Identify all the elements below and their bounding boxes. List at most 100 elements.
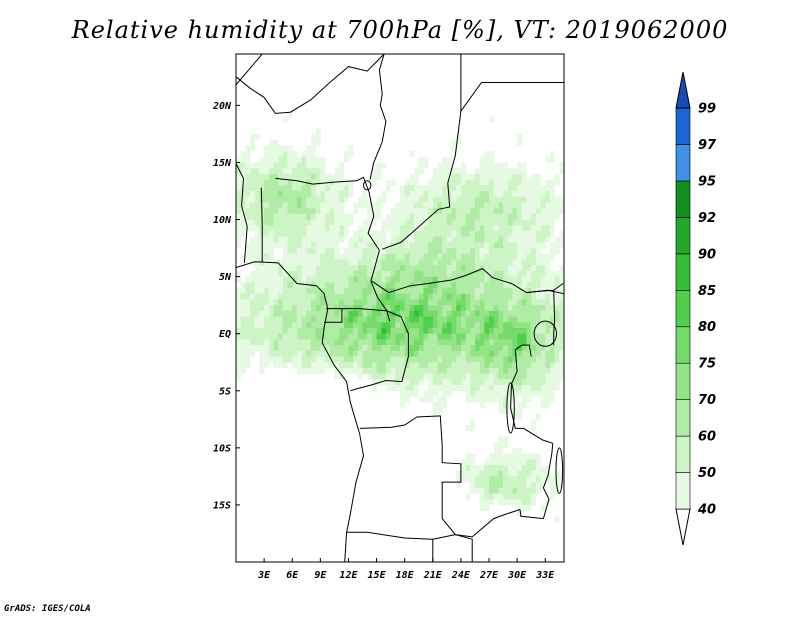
- humidity-cell: [353, 367, 359, 374]
- humidity-cell: [273, 345, 279, 352]
- humidity-cell: [357, 293, 363, 300]
- humidity-cell: [446, 316, 452, 323]
- humidity-cell: [259, 156, 265, 163]
- humidity-cell: [418, 225, 424, 232]
- humidity-cell: [282, 316, 288, 323]
- humidity-cell: [296, 179, 302, 186]
- humidity-cell: [343, 356, 349, 363]
- humidity-cell: [315, 213, 321, 220]
- humidity-cell: [507, 242, 513, 249]
- humidity-cell: [474, 345, 480, 352]
- humidity-cell: [521, 362, 527, 369]
- humidity-cell: [292, 356, 298, 363]
- humidity-cell: [320, 288, 326, 295]
- humidity-cell: [442, 345, 448, 352]
- humidity-cell: [446, 213, 452, 220]
- humidity-cell: [489, 396, 495, 403]
- colorbar-label: 95: [698, 174, 716, 189]
- humidity-cell: [479, 476, 485, 483]
- humidity-cell: [460, 270, 466, 277]
- humidity-cell: [315, 299, 321, 306]
- humidity-cell: [554, 316, 560, 323]
- humidity-cell: [423, 367, 429, 374]
- humidity-cell: [236, 373, 241, 380]
- humidity-cell: [460, 470, 466, 477]
- boundary-line: [510, 349, 553, 444]
- humidity-cell: [287, 327, 293, 334]
- humidity-cell: [400, 333, 405, 340]
- humidity-cell: [428, 293, 434, 300]
- humidity-cell: [531, 190, 537, 197]
- humidity-cell: [390, 270, 396, 277]
- humidity-cell: [512, 356, 518, 363]
- humidity-cell: [301, 219, 307, 226]
- humidity-cell: [470, 459, 476, 466]
- humidity-cell: [549, 356, 555, 363]
- humidity-cell: [535, 230, 541, 237]
- humidity-cell: [489, 236, 495, 243]
- humidity-cell: [489, 367, 495, 374]
- humidity-cell: [371, 208, 377, 215]
- humidity-cell: [367, 345, 373, 352]
- humidity-cell: [268, 196, 274, 203]
- humidity-cell: [357, 276, 363, 283]
- humidity-cell: [395, 339, 401, 346]
- humidity-cell: [254, 339, 260, 346]
- humidity-cell: [310, 362, 316, 369]
- humidity-cell: [446, 339, 452, 346]
- humidity-cell: [367, 288, 373, 295]
- humidity-cell: [409, 173, 415, 180]
- humidity-cell: [259, 276, 265, 283]
- humidity-cell: [409, 242, 415, 249]
- humidity-cell: [240, 168, 246, 175]
- humidity-cell: [465, 350, 471, 357]
- humidity-cell: [362, 219, 368, 226]
- humidity-cell: [245, 179, 251, 186]
- humidity-cell: [484, 339, 490, 346]
- humidity-cell: [301, 356, 307, 363]
- humidity-cell: [278, 345, 284, 352]
- humidity-cell: [470, 253, 476, 260]
- humidity-cell: [343, 282, 349, 289]
- boundaries: [236, 54, 564, 562]
- humidity-cell: [535, 350, 541, 357]
- humidity-cell: [250, 293, 256, 300]
- humidity-cell: [545, 213, 551, 220]
- humidity-cell: [517, 248, 523, 255]
- humidity-cell: [479, 345, 485, 352]
- boundary-line: [515, 344, 532, 357]
- humidity-cell: [264, 145, 270, 152]
- humidity-cell: [264, 151, 270, 158]
- humidity-cell: [315, 179, 321, 186]
- humidity-cell: [315, 293, 321, 300]
- humidity-cell: [334, 293, 340, 300]
- humidity-cell: [315, 305, 321, 312]
- humidity-cell: [362, 236, 368, 243]
- humidity-cell: [423, 305, 429, 312]
- humidity-cell: [367, 327, 373, 334]
- humidity-cell: [549, 208, 555, 215]
- humidity-cell: [545, 327, 551, 334]
- humidity-cell: [339, 196, 345, 203]
- humidity-cell: [526, 259, 532, 266]
- humidity-cell: [489, 305, 495, 312]
- humidity-cell: [278, 196, 284, 203]
- humidity-cell: [414, 270, 420, 277]
- humidity-cell: [292, 270, 298, 277]
- humidity-cell: [493, 345, 499, 352]
- humidity-cell: [292, 168, 298, 175]
- humidity-cell: [418, 202, 424, 209]
- humidity-cell: [273, 242, 279, 249]
- humidity-cell: [409, 367, 415, 374]
- humidity-cell: [259, 362, 265, 369]
- humidity-cell: [423, 230, 429, 237]
- humidity-cell: [409, 270, 415, 277]
- humidity-cell: [292, 173, 298, 180]
- humidity-cell: [292, 213, 298, 220]
- humidity-cell: [512, 168, 518, 175]
- humidity-cell: [512, 208, 518, 215]
- humidity-cell: [282, 248, 288, 255]
- humidity-cell: [287, 219, 293, 226]
- humidity-cell: [395, 379, 401, 386]
- humidity-cell: [460, 299, 466, 306]
